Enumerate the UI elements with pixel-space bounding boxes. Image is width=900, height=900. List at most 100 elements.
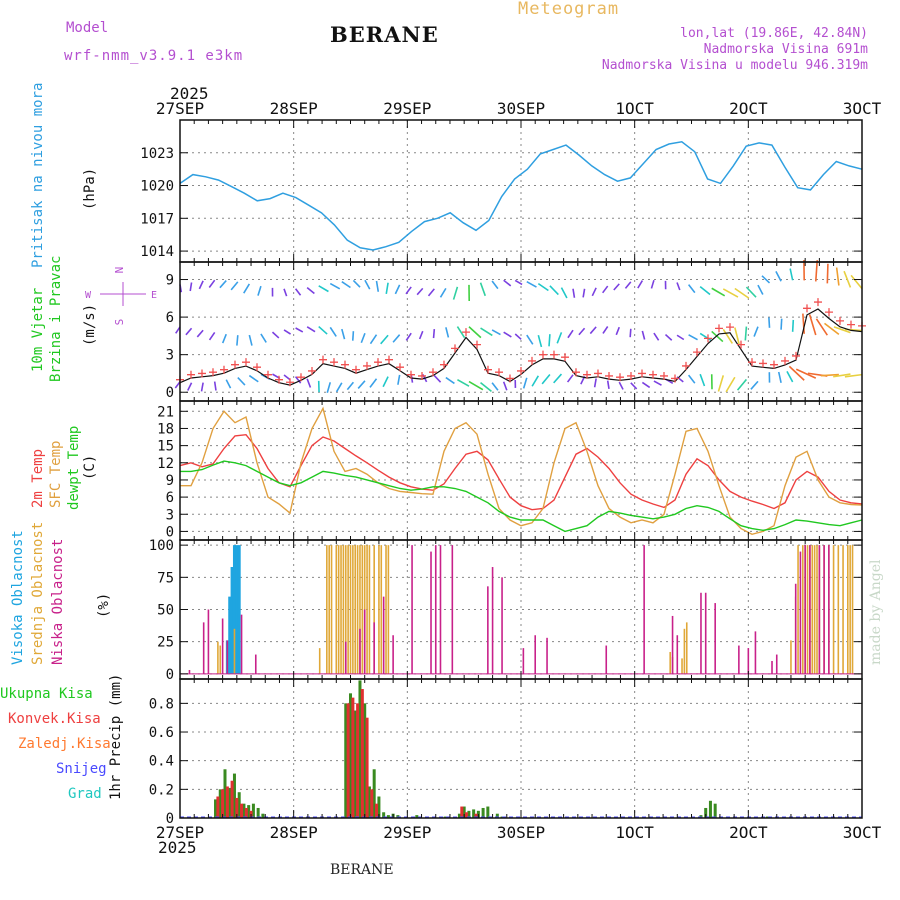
y-tick-label: 21 (157, 404, 174, 420)
wind-gust-marker (836, 316, 844, 325)
wind-arrow (248, 374, 259, 383)
wind-gust-marker (583, 370, 591, 379)
compass-cross-icon (100, 282, 146, 306)
wind-arrow (745, 286, 757, 298)
y-tick-label: 50 (157, 603, 174, 619)
precip-bar (474, 813, 478, 818)
x-day-label-top: 1OCT (615, 99, 654, 118)
precip-bar (377, 796, 381, 818)
wind-gust-marker (803, 304, 811, 313)
wind-arrow (479, 282, 487, 297)
wind-axis-label: 10m Vjetar (30, 287, 46, 372)
wind-gust-marker (198, 369, 206, 378)
wind-gust-marker (495, 368, 503, 377)
wind-gust-marker (748, 358, 756, 367)
wind-arrow (833, 373, 851, 378)
wind-arrow (335, 382, 343, 393)
year-bottom: 2025 (158, 838, 197, 857)
y-tick-label: 0.4 (149, 754, 174, 770)
wind-gust-marker (638, 369, 646, 378)
precip-bar (382, 812, 386, 818)
data-layer (174, 141, 866, 818)
axis-layer: 1014101710201023036903691215182102550751… (85, 99, 882, 842)
wind-arrow (369, 378, 378, 388)
wind-arrow (283, 374, 291, 381)
wind-arrow (346, 381, 355, 391)
wind-arrow (613, 283, 620, 291)
precip-bar (360, 689, 364, 818)
precip-bar (481, 807, 485, 818)
wind-arrow (664, 333, 673, 341)
wind-arrow (185, 327, 193, 336)
wind-arrow (380, 334, 389, 345)
wind-arrow (502, 381, 508, 391)
wind-arrow (602, 326, 609, 334)
x-day-label-top: 2OCT (729, 99, 768, 118)
y-tick-label: 0 (166, 667, 174, 683)
x-day-label-bottom: 1OCT (615, 823, 654, 842)
wind-arrow (432, 328, 436, 339)
wind-arrow (283, 288, 288, 297)
wind-arrow (237, 376, 246, 386)
wind-arrow (688, 334, 698, 341)
dewpt-axis-label: dewpt Temp (66, 425, 82, 510)
x-day-label-top: 30SEP (497, 99, 545, 118)
pressure-unit: (hPa) (82, 167, 98, 210)
y-tick-label: 9 (166, 273, 174, 289)
wind-arrow (306, 378, 312, 388)
wind-arrow (768, 317, 771, 328)
wind-arrow (208, 279, 216, 288)
precip-bar (232, 773, 236, 818)
wind-arrow (326, 382, 332, 393)
x-day-label-bottom: 30SEP (497, 823, 545, 842)
precip-bar (386, 815, 390, 818)
wind-arrow (572, 288, 576, 298)
wind-gust-marker (649, 370, 657, 379)
wind-gust-marker (572, 368, 580, 377)
wind-arrow (711, 330, 724, 343)
legend-total-rain: Ukupna Kisa (0, 686, 93, 702)
wind-arrow (653, 332, 660, 341)
precip-bar (372, 769, 376, 818)
x-day-label-top: 28SEP (270, 99, 318, 118)
x-day-label-bottom: 28SEP (270, 823, 318, 842)
wind-arrow (761, 275, 771, 284)
precip-bar (462, 806, 466, 818)
wind-arrow (221, 333, 227, 344)
wind-gust-marker (407, 370, 415, 379)
wind-arrow (491, 329, 501, 336)
wind-arrow (416, 287, 424, 296)
precip-bar (214, 799, 218, 818)
wind-arrow (295, 327, 304, 333)
wind-arrow (213, 381, 217, 391)
precip-bar (356, 703, 360, 818)
precip-bar (353, 710, 357, 818)
wind-arrow (248, 334, 253, 346)
pressure-axis-label: Pritisak na nivou mora (30, 82, 46, 268)
model-altitude: Nadmorska Visina u modelu 946.319m (601, 58, 868, 73)
y-tick-label: 100 (149, 538, 174, 554)
precip-bar (351, 697, 355, 818)
wind-arrow (468, 326, 482, 339)
wind-arrow (219, 280, 227, 289)
wind-arrow (582, 288, 586, 298)
y-tick-label: 75 (157, 570, 174, 586)
sfctemp-axis-label: SFC Temp (48, 440, 64, 508)
chart-title: Meteogram (518, 0, 620, 19)
wind-arrow (397, 374, 401, 385)
precip-bar (465, 812, 469, 818)
wind-arrow (456, 326, 466, 339)
wind-arrow (208, 331, 216, 341)
wind-arrow (480, 382, 492, 392)
precip-bar (228, 787, 232, 818)
precip-bar (415, 815, 419, 818)
y-tick-label: 1023 (140, 146, 174, 162)
wind-arrow (722, 328, 734, 344)
wind-gust-marker (319, 355, 327, 364)
precip-bar (365, 717, 369, 818)
y-tick-label: 0 (166, 811, 174, 827)
wind-gust-marker (737, 340, 745, 349)
credit-label: made by Angel (868, 559, 884, 666)
wind-arrow (725, 376, 736, 393)
wind-arrow (560, 287, 568, 299)
